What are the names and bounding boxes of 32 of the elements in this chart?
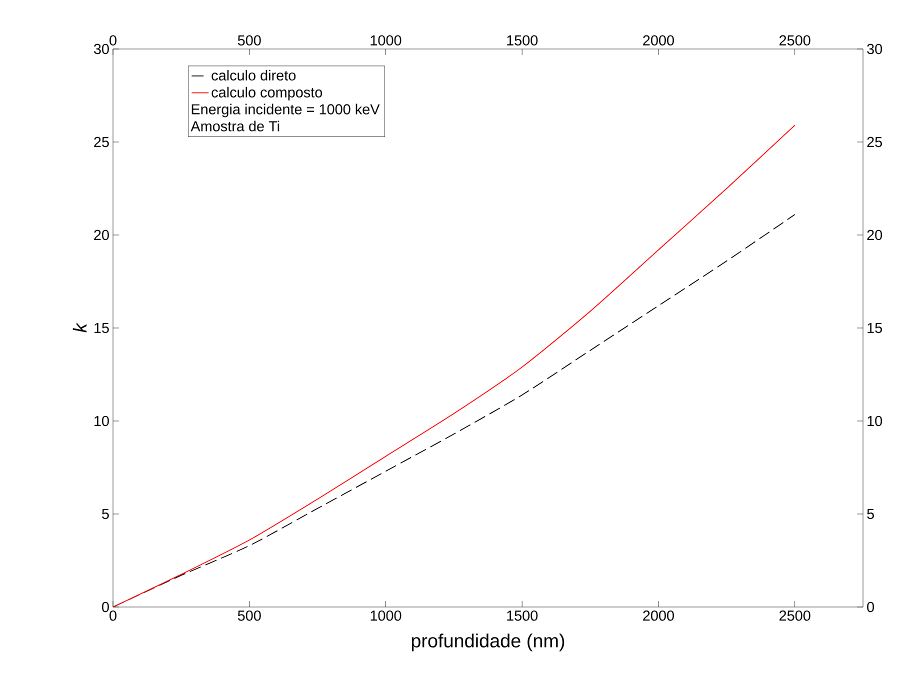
- y2-tick-label: 0: [867, 602, 874, 612]
- annotation: Energia incidente = 1000 keV: [192, 104, 380, 118]
- y2-tick-label: 5: [867, 508, 874, 520]
- x2-tick-label: 2000: [643, 35, 674, 46]
- y-tick-label: 5: [102, 508, 109, 520]
- y-axis-title: k: [72, 322, 87, 332]
- x-tick-label: 0: [110, 610, 116, 621]
- y2-tick-label: 30: [867, 44, 882, 54]
- y-tick-label: 30: [94, 44, 109, 54]
- legend-label: calculo composto: [212, 86, 322, 100]
- y-tick-label: 20: [94, 230, 109, 240]
- y2-tick-label: 25: [867, 136, 882, 148]
- y-tick-label: 15: [94, 322, 109, 334]
- x-tick-label: 1000: [370, 610, 402, 621]
- y-tick-label: 25: [94, 136, 109, 148]
- x-tick-label: 1500: [507, 610, 538, 621]
- y2-tick-label: 20: [867, 230, 882, 240]
- x-tick-label: 2500: [779, 610, 810, 621]
- x2-tick-label: 0: [110, 35, 116, 46]
- legend-label: calculo direto: [212, 70, 296, 81]
- y2-tick-label: 10: [868, 416, 882, 426]
- y-tick-label: 10: [94, 416, 109, 426]
- x2-tick-label: 1500: [507, 35, 538, 46]
- y-tick-label: 0: [102, 602, 109, 612]
- x-tick-label: 500: [238, 610, 261, 621]
- x2-tick-label: 2500: [779, 35, 810, 46]
- x-axis-title: profundidade (nm): [412, 634, 564, 652]
- x2-tick-label: 500: [238, 35, 261, 46]
- annotation: Amostra de Ti: [190, 120, 280, 132]
- x2-tick-label: 1000: [370, 35, 402, 46]
- y2-tick-label: 15: [868, 322, 882, 334]
- x-tick-label: 2000: [643, 610, 674, 621]
